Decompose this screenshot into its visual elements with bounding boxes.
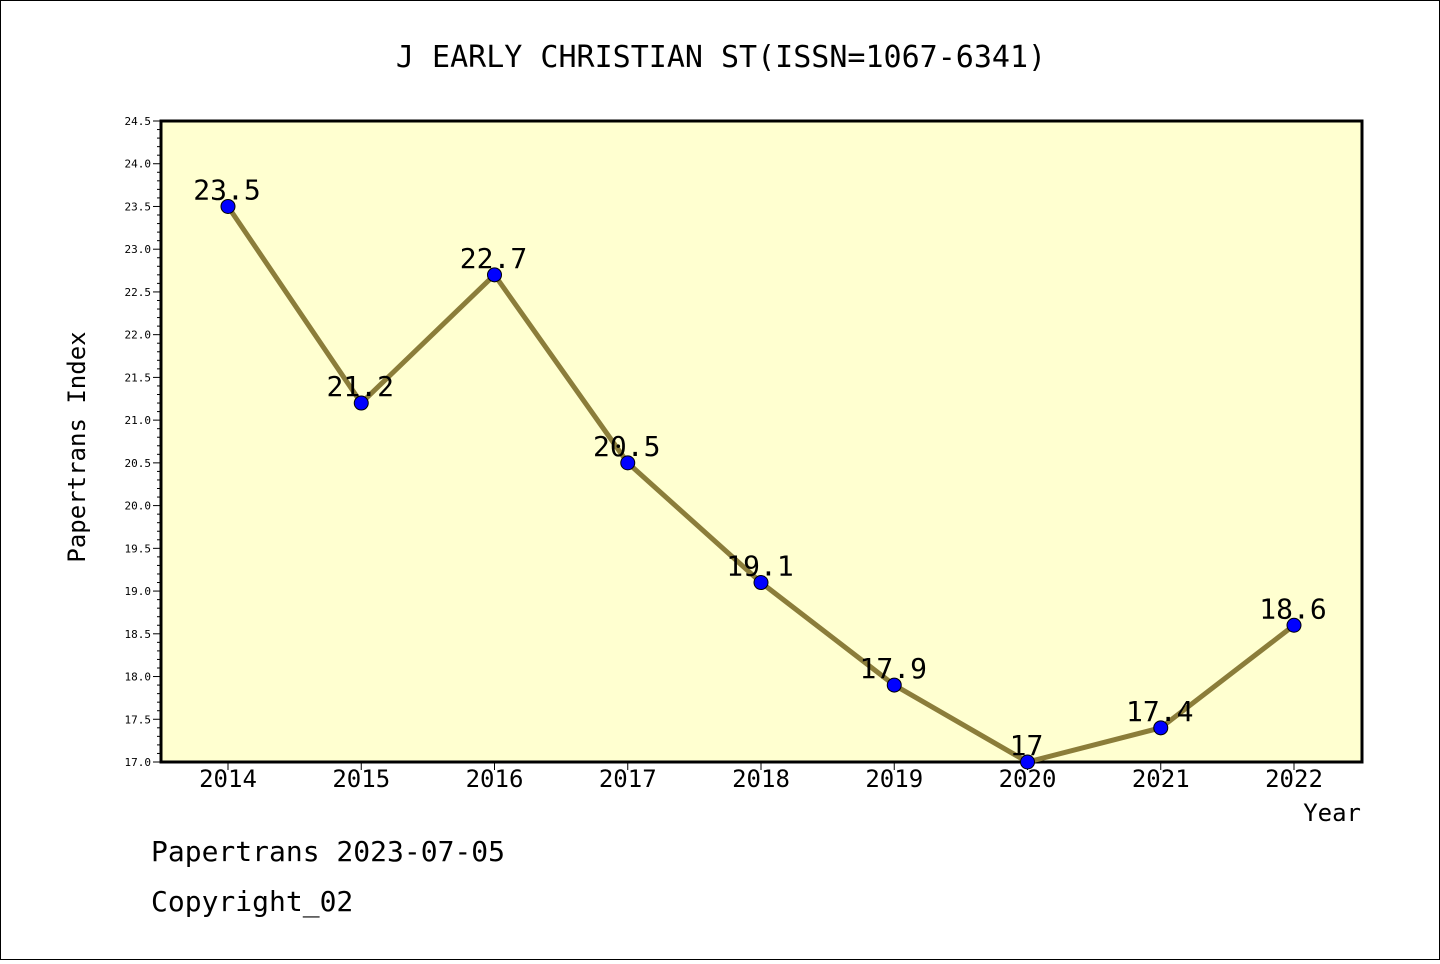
x-tick-label: 2014 [199,765,257,793]
data-point [620,455,636,471]
data-label: 17.4 [1126,695,1193,728]
footer-copyright: Copyright_02 [151,885,354,918]
x-tick-label: 2018 [732,765,790,793]
data-point [1153,720,1169,736]
data-label: 21.2 [327,370,394,403]
x-tick-label: 2019 [865,765,923,793]
data-label: 17 [1010,729,1044,762]
data-label: 18.6 [1259,592,1326,625]
data-label: 17.9 [860,652,927,685]
y-axis-label: Papertrans Index [63,331,91,562]
data-point [1286,617,1302,633]
y-tick-label: 20.0 [125,500,152,513]
y-tick-label: 22.5 [125,286,152,299]
y-tick-label: 18.0 [125,671,152,684]
y-tick-label: 21.5 [125,371,152,384]
y-axis-ticks: 17.0 17.5 18.0 18.5 19.0 19.5 20.0 20.5 21.0 21.5… [125,115,161,769]
data-labels-group: 23.5 21.2 22.7 20.5 19.1 17.9 17 17.4 18.6 [193,173,1326,762]
x-tick-label: 2017 [599,765,657,793]
footer-stamp: Papertrans 2023-07-05 [151,835,506,868]
x-axis-ticks: 2014 2015 2016 2017 2018 2019 2020 2021 2022 [199,762,1323,793]
y-tick-label: 19.5 [125,542,152,555]
x-tick-label: 2021 [1132,765,1190,793]
y-tick-label: 24.0 [125,158,152,171]
y-tick-label: 23.0 [125,243,152,256]
data-point [753,575,769,591]
x-tick-label: 2020 [999,765,1057,793]
data-point [487,267,502,283]
plot-area [159,119,1364,764]
y-tick-label: 19.0 [125,585,152,598]
x-tick-label: 2022 [1265,765,1323,793]
y-tick-label: 24.5 [125,115,152,128]
y-tick-label: 17.5 [125,713,152,726]
data-point [1020,754,1035,770]
x-tick-label: 2015 [332,765,390,793]
data-label: 20.5 [593,430,660,463]
data-label: 19.1 [726,550,793,583]
data-label: 23.5 [193,173,260,206]
data-point [886,677,902,693]
x-axis-label: Year [1303,799,1361,827]
data-label: 22.7 [460,242,527,275]
data-points-group [220,198,1302,770]
y-tick-label: 22.0 [125,329,152,342]
x-tick-label: 2016 [466,765,524,793]
y-tick-label: 20.5 [125,457,152,470]
y-tick-label: 17.0 [125,756,152,769]
y-tick-label: 21.0 [125,414,152,427]
chart-title: J EARLY CHRISTIAN ST(ISSN=1067-6341) [396,40,1046,75]
data-point [220,198,236,214]
y-tick-label: 18.5 [125,628,152,641]
y-tick-label: 23.5 [125,200,152,213]
data-point [353,395,369,411]
